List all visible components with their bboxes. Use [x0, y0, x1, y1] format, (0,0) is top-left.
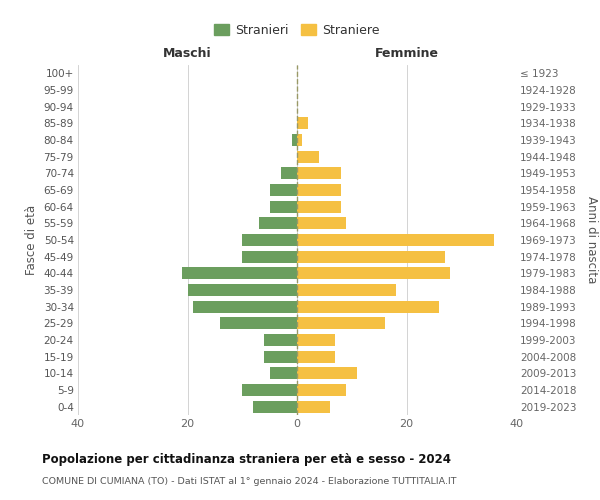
Bar: [253, 400, 297, 412]
Bar: [269, 368, 297, 380]
Y-axis label: Fasce di età: Fasce di età: [25, 205, 38, 275]
Legend: Stranieri, Straniere: Stranieri, Straniere: [209, 19, 385, 42]
Bar: [297, 150, 319, 162]
Bar: [297, 184, 341, 196]
Text: Maschi: Maschi: [163, 47, 212, 60]
Bar: [269, 184, 297, 196]
Bar: [297, 384, 346, 396]
Text: COMUNE DI CUMIANA (TO) - Dati ISTAT al 1° gennaio 2024 - Elaborazione TUTTITALIA: COMUNE DI CUMIANA (TO) - Dati ISTAT al 1…: [42, 478, 457, 486]
Bar: [242, 384, 297, 396]
Bar: [297, 218, 346, 230]
Bar: [297, 400, 330, 412]
Bar: [297, 134, 302, 146]
Bar: [269, 200, 297, 212]
Bar: [187, 284, 297, 296]
Bar: [297, 350, 335, 362]
Bar: [264, 350, 297, 362]
Bar: [297, 300, 439, 312]
Bar: [193, 300, 297, 312]
Text: Femmine: Femmine: [374, 47, 439, 60]
Text: Popolazione per cittadinanza straniera per età e sesso - 2024: Popolazione per cittadinanza straniera p…: [42, 452, 451, 466]
Bar: [281, 168, 297, 179]
Y-axis label: Anni di nascita: Anni di nascita: [585, 196, 598, 284]
Bar: [297, 284, 395, 296]
Bar: [297, 368, 357, 380]
Bar: [242, 250, 297, 262]
Bar: [297, 234, 494, 246]
Bar: [259, 218, 297, 230]
Bar: [297, 200, 341, 212]
Bar: [297, 118, 308, 130]
Bar: [292, 134, 297, 146]
Bar: [182, 268, 297, 280]
Bar: [297, 250, 445, 262]
Bar: [220, 318, 297, 330]
Bar: [297, 268, 450, 280]
Bar: [297, 318, 385, 330]
Bar: [297, 334, 335, 346]
Bar: [242, 234, 297, 246]
Bar: [297, 168, 341, 179]
Bar: [264, 334, 297, 346]
